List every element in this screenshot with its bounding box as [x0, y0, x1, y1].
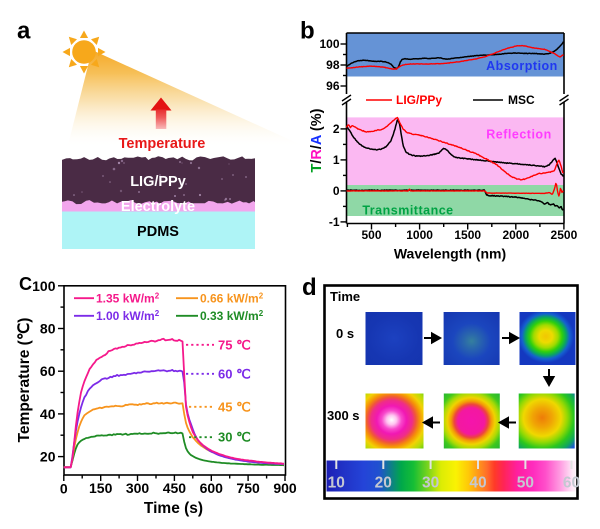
- svg-text:-1: -1: [329, 215, 340, 229]
- svg-text:LIG/PPy: LIG/PPy: [130, 174, 186, 190]
- svg-text:75 ℃: 75 ℃: [218, 337, 251, 352]
- svg-text:30 ℃: 30 ℃: [218, 430, 251, 445]
- svg-text:300 s: 300 s: [327, 408, 360, 423]
- svg-text:1.00 kW/m2: 1.00 kW/m2: [96, 309, 160, 323]
- svg-text:150: 150: [89, 480, 113, 496]
- svg-text:Temperature (℃): Temperature (℃): [16, 318, 33, 443]
- svg-text:Wavelength (nm): Wavelength (nm): [394, 246, 506, 262]
- svg-text:0.66 kW/m2: 0.66 kW/m2: [200, 291, 264, 305]
- svg-text:T/R/A (%): T/R/A (%): [309, 108, 325, 172]
- svg-text:1000: 1000: [406, 228, 433, 242]
- svg-text:0 s: 0 s: [336, 326, 354, 341]
- svg-text:2: 2: [333, 122, 340, 136]
- svg-text:1.35 kW/m2: 1.35 kW/m2: [96, 291, 160, 305]
- svg-text:600: 600: [200, 480, 224, 496]
- svg-text:0: 0: [333, 184, 340, 198]
- svg-text:750: 750: [236, 480, 260, 496]
- svg-text:2500: 2500: [551, 228, 578, 242]
- svg-text:100: 100: [32, 278, 56, 294]
- svg-text:0.33 kW/m2: 0.33 kW/m2: [200, 309, 264, 323]
- svg-text:10: 10: [328, 475, 345, 492]
- svg-text:a: a: [17, 18, 31, 45]
- svg-text:0: 0: [60, 481, 68, 497]
- svg-text:Temperature: Temperature: [119, 136, 206, 152]
- svg-text:C: C: [19, 274, 32, 294]
- svg-text:80: 80: [40, 321, 56, 337]
- svg-text:b: b: [300, 18, 315, 45]
- svg-text:Absorption: Absorption: [486, 59, 558, 73]
- svg-text:LIG/PPy: LIG/PPy: [396, 93, 442, 107]
- svg-text:40: 40: [40, 406, 56, 422]
- svg-text:Electrolyte: Electrolyte: [121, 199, 195, 215]
- svg-text:20: 20: [40, 449, 56, 465]
- svg-text:Time (s): Time (s): [144, 500, 203, 517]
- svg-text:60: 60: [563, 475, 580, 492]
- svg-text:PDMS: PDMS: [137, 224, 179, 240]
- svg-text:20: 20: [375, 475, 392, 492]
- svg-text:500: 500: [361, 228, 381, 242]
- svg-text:2000: 2000: [502, 228, 529, 242]
- svg-text:900: 900: [273, 480, 297, 496]
- svg-text:MSC: MSC: [508, 93, 535, 107]
- svg-text:60: 60: [40, 363, 56, 379]
- svg-text:45 ℃: 45 ℃: [218, 399, 251, 414]
- svg-text:Reflection: Reflection: [486, 128, 551, 142]
- svg-text:96: 96: [326, 79, 340, 93]
- svg-text:60 ℃: 60 ℃: [218, 366, 251, 381]
- svg-text:1500: 1500: [454, 228, 481, 242]
- svg-text:50: 50: [517, 475, 534, 492]
- svg-text:Transmittance: Transmittance: [362, 204, 453, 218]
- svg-text:300: 300: [126, 480, 150, 496]
- svg-text:Time: Time: [330, 289, 360, 304]
- svg-text:30: 30: [422, 475, 439, 492]
- svg-text:100: 100: [319, 37, 339, 51]
- svg-text:450: 450: [163, 480, 187, 496]
- svg-text:98: 98: [326, 58, 340, 72]
- svg-text:d: d: [302, 274, 317, 301]
- svg-text:1: 1: [333, 153, 340, 167]
- svg-text:40: 40: [469, 475, 486, 492]
